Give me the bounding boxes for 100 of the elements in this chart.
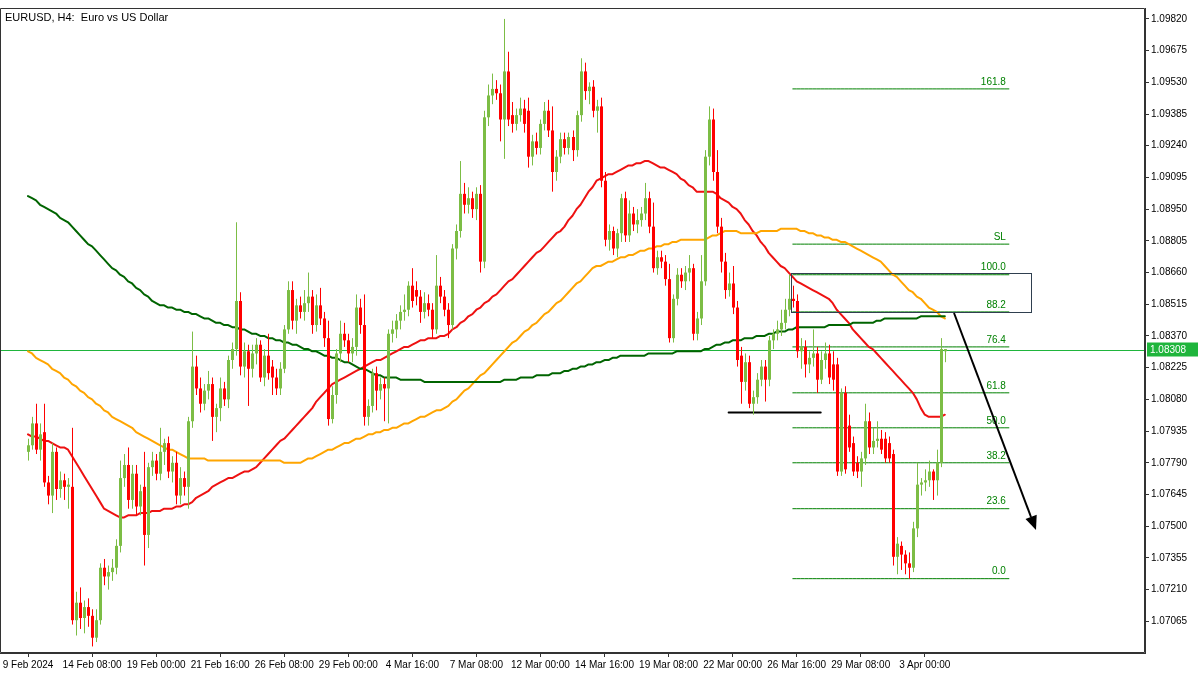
candlestick	[315, 293, 318, 333]
y-tick-label: 1.09820	[1151, 12, 1188, 24]
candlestick	[491, 73, 494, 105]
candlestick	[395, 313, 398, 339]
candlestick	[303, 289, 306, 322]
candlestick	[439, 276, 442, 304]
candlestick	[39, 422, 42, 462]
candlestick	[908, 551, 911, 580]
candlestick	[91, 608, 94, 647]
series-label: 38.2	[986, 449, 1007, 461]
candlestick	[804, 339, 807, 379]
y-tick-label: 1.09675	[1151, 44, 1188, 56]
y-tick-label: 1.09095	[1151, 171, 1188, 183]
y-tick-label: 1.07645	[1151, 488, 1188, 500]
x-tick-label: 3 Apr 00:00	[899, 658, 951, 670]
x-tick-label: 4 Mar 16:00	[385, 658, 440, 670]
candlestick	[896, 536, 899, 575]
candlestick	[455, 223, 458, 260]
x-tick-label: 9 Feb 2024	[2, 658, 54, 670]
candlestick	[756, 372, 759, 405]
y-tick-label: 1.07210	[1151, 583, 1188, 595]
candlestick	[471, 191, 474, 219]
candlestick	[632, 206, 635, 232]
candlestick	[423, 291, 426, 319]
x-tick-label: 26 Feb 08:00	[254, 658, 315, 670]
candlestick	[463, 182, 466, 215]
candlestick	[123, 453, 126, 488]
candlestick	[784, 298, 787, 330]
x-tick-label: 14 Mar 16:00	[575, 658, 635, 670]
candlestick	[636, 208, 639, 234]
x-tick-label: 7 Mar 08:00	[449, 658, 504, 670]
candlestick	[588, 81, 591, 105]
candlestick	[271, 359, 274, 396]
series-label: 76.4	[986, 333, 1007, 345]
candlestick	[900, 540, 903, 571]
candlestick	[788, 274, 791, 317]
candlestick	[215, 403, 218, 433]
candlestick	[531, 134, 534, 166]
candlestick	[487, 84, 490, 127]
candlestick	[151, 451, 154, 477]
candlestick	[519, 97, 522, 123]
candlestick	[515, 108, 518, 131]
candlestick	[872, 427, 875, 455]
candlestick	[467, 186, 470, 215]
candlestick	[87, 597, 90, 628]
candlestick	[820, 350, 823, 385]
candlestick	[808, 350, 811, 374]
candlestick	[728, 272, 731, 298]
candlestick	[932, 468, 935, 501]
candlestick	[103, 558, 106, 586]
candlestick	[231, 342, 234, 370]
candlestick	[263, 348, 266, 387]
y-tick-label: 1.07500	[1151, 519, 1188, 531]
candlestick	[616, 228, 619, 258]
candlestick	[680, 267, 683, 289]
candlestick	[684, 265, 687, 291]
candlestick	[431, 302, 434, 339]
candlestick	[608, 223, 611, 252]
candlestick	[83, 600, 86, 634]
candlestick	[555, 149, 558, 182]
candlestick	[596, 99, 599, 134]
candlestick	[411, 267, 414, 309]
y-tick-label: 1.09385	[1151, 107, 1188, 119]
candlestick	[111, 558, 114, 582]
candlestick	[323, 311, 326, 348]
y-tick-label: 1.08950	[1151, 202, 1188, 214]
series-label: 61.8	[986, 379, 1007, 391]
candlestick	[379, 377, 382, 400]
candlestick	[79, 586, 82, 630]
candlestick	[535, 132, 538, 155]
x-tick-label: 19 Feb 00:00	[126, 658, 187, 670]
candlestick	[776, 320, 779, 341]
candlestick	[279, 361, 282, 396]
candlestick	[347, 333, 350, 363]
candlestick	[584, 62, 587, 101]
candlestick	[243, 342, 246, 379]
candlestick	[359, 298, 362, 335]
candlestick	[800, 337, 803, 370]
series-label: 100.0	[980, 261, 1007, 273]
x-tick-label: 14 Feb 08:00	[62, 658, 122, 670]
candlestick	[223, 381, 226, 407]
candlestick	[904, 549, 907, 575]
ref-line-label: 1.08308	[1150, 343, 1187, 355]
candlestick	[447, 302, 450, 339]
candlestick	[75, 591, 78, 637]
candlestick	[295, 298, 298, 335]
candlestick	[880, 429, 883, 455]
y-tick-label: 1.08660	[1151, 266, 1188, 278]
candlestick	[275, 368, 278, 396]
candlestick	[567, 132, 570, 155]
x-tick-label: 21 Feb 16:00	[190, 658, 251, 670]
candlestick	[307, 272, 310, 313]
candlestick	[179, 466, 182, 505]
candlestick	[547, 99, 550, 138]
candlestick	[543, 101, 546, 131]
candlestick	[427, 293, 430, 317]
candlestick	[383, 377, 386, 422]
candlestick	[267, 333, 270, 381]
candlestick	[443, 289, 446, 317]
candlestick	[688, 254, 691, 282]
